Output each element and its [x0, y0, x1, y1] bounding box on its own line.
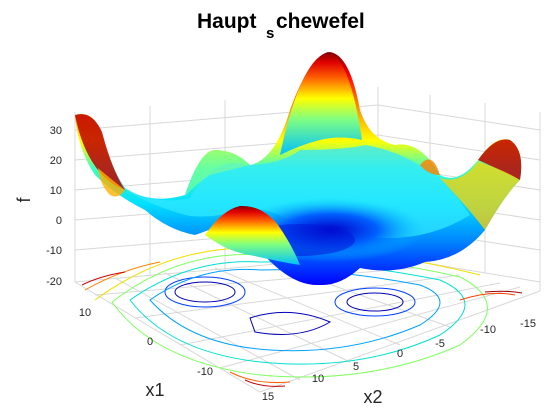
y-tick-label: -5: [435, 338, 445, 350]
z-tick-label: 30: [50, 125, 62, 137]
z-axis: 30 20 10 0 -10 -20 f: [14, 125, 62, 288]
title-subscript: s: [266, 25, 274, 42]
y-tick-label: -10: [480, 324, 496, 336]
y-tick-label: 10: [312, 373, 324, 385]
z-tick-label: 20: [50, 155, 62, 167]
x-axis: 10 0 -10 x1: [79, 307, 213, 400]
z-axis-label: f: [14, 197, 34, 203]
title-rest: chewefel: [276, 10, 365, 33]
z-tick-label: 10: [50, 185, 62, 197]
x-tick-label: -10: [197, 366, 213, 378]
y-tick-label: 5: [353, 361, 359, 373]
y-axis-label: x2: [363, 387, 382, 407]
surface: [75, 52, 522, 286]
y-axis: 15 10 5 0 -5 -10 -15 x2: [262, 318, 536, 407]
x-tick-label: 0: [147, 336, 153, 348]
title-main: Haupt: [197, 10, 257, 33]
z-tick-label: -20: [46, 276, 62, 288]
x-axis-label: x1: [145, 380, 164, 400]
chart-title: Haupt s chewefel: [197, 10, 365, 42]
x-tick-label: 10: [79, 307, 91, 319]
y-tick-label: 0: [397, 348, 403, 360]
y-tick-label: -15: [520, 318, 536, 330]
y-tick-label: 15: [262, 391, 274, 403]
z-tick-label: -10: [46, 245, 62, 257]
z-tick-label: 0: [56, 215, 62, 227]
